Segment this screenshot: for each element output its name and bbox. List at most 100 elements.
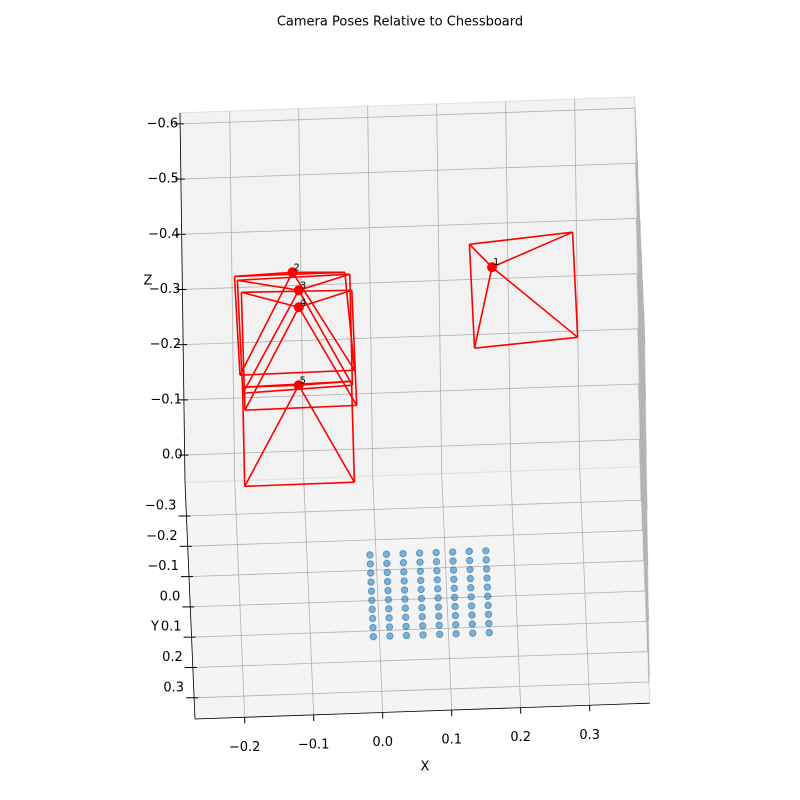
grid-line — [186, 499, 642, 517]
chessboard-point — [417, 585, 425, 594]
x-tick-label: −0.2 — [229, 740, 261, 755]
camera-frame-edge — [241, 387, 246, 487]
chessboard-point — [484, 601, 492, 610]
chessboard-point — [416, 567, 425, 575]
camera-frame-edge — [241, 289, 352, 294]
back-pane — [179, 96, 641, 484]
grid-line — [182, 273, 638, 290]
chessboard-point — [367, 587, 376, 595]
chessboard-point — [416, 558, 424, 566]
grid-line — [638, 439, 650, 676]
chessboard-point — [386, 632, 394, 640]
grid-line — [636, 273, 648, 511]
camera-label: 1 — [493, 257, 499, 268]
y-tick-label: −0.1 — [147, 559, 179, 574]
chessboard-point — [399, 549, 407, 558]
grid-line — [194, 681, 649, 699]
grid-line — [234, 480, 246, 718]
camera-ray — [298, 289, 353, 309]
camera-frame-edge — [240, 292, 246, 411]
grid-line — [303, 478, 315, 715]
chessboard-point — [466, 574, 475, 583]
chessboard-point — [383, 568, 391, 577]
z-tick-label: −0.5 — [147, 172, 179, 187]
camera-frame-edge — [344, 272, 356, 371]
chessboard-point — [435, 630, 444, 639]
chessboard-point — [467, 584, 475, 592]
camera-ray — [298, 289, 354, 386]
camera-frame-edge — [237, 273, 350, 282]
grid-line — [510, 471, 522, 708]
camera-ray — [234, 271, 293, 278]
camera-frame-edge — [351, 290, 358, 406]
camera-label: 5 — [300, 375, 306, 386]
grid-line — [505, 101, 512, 472]
camera-center — [293, 380, 304, 391]
grid-line — [635, 163, 646, 400]
chessboard-point — [366, 560, 374, 568]
camera-center — [293, 302, 304, 313]
chessboard-point — [482, 547, 490, 555]
chessboard-point — [484, 592, 492, 600]
z-tick-label: −0.2 — [150, 337, 182, 352]
grid-line — [372, 476, 384, 713]
chessboard-point — [367, 578, 375, 586]
grid-line — [187, 530, 643, 547]
chessboard-point — [483, 574, 491, 582]
camera-frame-edge — [239, 369, 355, 376]
z-axis-line — [179, 112, 186, 483]
chessboard-point — [368, 605, 376, 614]
floor-pane — [184, 466, 651, 720]
chessboard-point — [385, 623, 394, 631]
grid-line — [184, 438, 640, 456]
y-tick-label: 0.2 — [162, 650, 183, 665]
chessboard-point — [368, 596, 376, 604]
chessboard-point — [384, 595, 393, 604]
chessboard-point — [401, 595, 409, 603]
chessboard-point — [467, 593, 475, 601]
camera-label: 4 — [300, 297, 306, 308]
chessboard-point — [433, 566, 441, 575]
camera-ray — [491, 231, 573, 268]
grid-line — [183, 328, 638, 346]
z-tick-label: 0.0 — [162, 448, 183, 463]
chessboard-point — [385, 605, 393, 613]
grid-line — [634, 108, 646, 345]
chessboard-point — [452, 620, 460, 629]
camera-ray — [468, 243, 493, 268]
camera-center — [287, 267, 298, 278]
camera-frame-edge — [468, 244, 476, 349]
x-tick-label: 0.1 — [441, 733, 462, 748]
chessboard-point — [399, 559, 408, 567]
camera-center — [487, 262, 498, 273]
y-tick-label: 0.3 — [163, 680, 184, 695]
camera-frame-edge — [469, 231, 573, 246]
chessboard-point — [482, 565, 491, 573]
chessboard-point — [417, 594, 426, 603]
chessboard-point — [450, 593, 459, 602]
chart-title: Camera Poses Relative to Chessboard — [277, 15, 523, 30]
chessboard-point — [383, 559, 391, 568]
chessboard-point — [434, 594, 442, 602]
chessboard-point — [385, 614, 393, 622]
camera-ray — [237, 279, 299, 292]
chessboard-point — [482, 556, 490, 564]
chessboard-point — [449, 566, 458, 574]
chessboard-point — [432, 548, 440, 557]
camera-ray — [241, 291, 300, 309]
grid-line — [441, 473, 453, 711]
grid-line — [192, 651, 648, 668]
y-axis-line — [184, 482, 196, 720]
chessboard-point — [449, 557, 457, 565]
chessboard-point — [366, 551, 374, 559]
grid-line — [579, 468, 591, 706]
camera-ray — [242, 289, 300, 394]
camera-frame-edge — [474, 336, 578, 349]
chessboard-point — [418, 613, 426, 621]
chessboard-point — [366, 569, 375, 577]
chessboard-point — [382, 550, 391, 558]
camera-ray — [298, 306, 358, 406]
chessboard-point — [451, 611, 460, 620]
chessboard-point — [402, 622, 410, 631]
